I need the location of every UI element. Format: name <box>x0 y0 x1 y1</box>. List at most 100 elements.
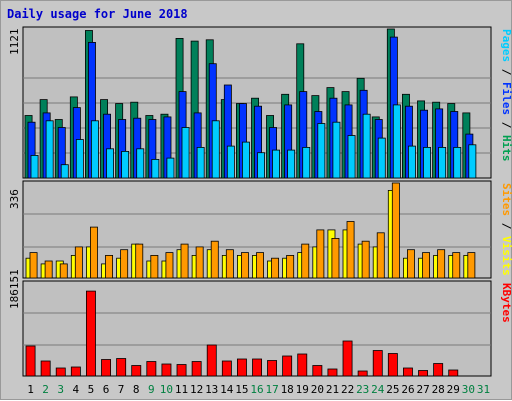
day-label: 5 <box>88 383 95 396</box>
visits_sites-bar-sites <box>437 249 446 279</box>
kbytes-bar-kbytes <box>25 345 36 377</box>
kbytes-bar-kbytes <box>342 340 353 377</box>
visits_sites-bar-sites <box>346 221 355 279</box>
visits_sites-bar-sites <box>74 246 83 279</box>
chart-title: Daily usage for June 2018 <box>7 7 188 21</box>
hits_files_pages-bar-pages <box>226 145 235 179</box>
visits_sites-bar-sites <box>316 229 325 279</box>
hits_files_pages-bar-pages <box>181 127 190 179</box>
kbytes-bar-kbytes <box>402 367 413 377</box>
kbytes-bar-kbytes <box>448 369 459 377</box>
kbytes-bar-kbytes <box>357 370 368 377</box>
hits_files_pages-bar-pages <box>166 157 175 179</box>
day-label: 4 <box>72 383 79 396</box>
kbytes-bar-kbytes <box>206 344 217 377</box>
kbytes-bar-kbytes <box>221 360 232 377</box>
day-label: 12 <box>190 383 203 396</box>
visits_sites-bar-sites <box>225 249 234 279</box>
legend-: / <box>500 216 512 236</box>
day-label: 9 <box>148 383 155 396</box>
day-label: 11 <box>175 383 188 396</box>
legend-: / <box>500 62 512 82</box>
kbytes-bar-kbytes <box>433 363 444 377</box>
visits_sites-bar-sites <box>422 252 430 279</box>
visits_sites-bar-sites <box>256 252 264 279</box>
day-label: 2 <box>42 383 49 396</box>
hits_files_pages-bar-pages <box>106 148 114 179</box>
day-label: 22 <box>341 383 354 396</box>
visits_sites-bar-sites <box>301 243 310 279</box>
hits_files_pages-bar-pages <box>453 146 462 179</box>
day-label: 1 <box>27 383 34 396</box>
day-label: 27 <box>416 383 429 396</box>
day-label: 14 <box>220 383 234 396</box>
visits_sites-bar-sites <box>286 254 295 279</box>
hits_files_pages-bar-pages <box>211 120 220 179</box>
visits_sites-bar-sites <box>467 252 476 279</box>
visits_sites-bar-sites <box>195 246 204 279</box>
hits_files_pages-bar-pages <box>121 150 130 179</box>
day-label: 20 <box>311 383 324 396</box>
hits_files_pages-bar-pages <box>136 148 145 179</box>
day-label: 21 <box>326 383 339 396</box>
hits_files_pages-bar-pages <box>241 141 250 179</box>
hits_files_pages-bar-pages <box>317 123 326 179</box>
legend-sites: Sites <box>500 183 512 216</box>
day-label: 19 <box>296 383 309 396</box>
hits_files_pages-bar-pages <box>423 146 431 179</box>
day-label: 17 <box>265 383 278 396</box>
legend-files: Files <box>500 82 512 115</box>
day-label: 16 <box>250 383 263 396</box>
kbytes-bar-kbytes <box>161 363 172 377</box>
visits_sites-bar-sites <box>44 260 53 279</box>
hits_files_pages-bar-pages <box>362 113 371 179</box>
legend-pages: Pages <box>500 29 512 62</box>
legend-hits: Hits <box>500 135 512 162</box>
kbytes-bar-kbytes <box>176 364 187 377</box>
kbytes-bar-kbytes <box>191 361 202 377</box>
day-label: 30 <box>462 383 475 396</box>
day-label: 15 <box>235 383 248 396</box>
kbytes-max-label: 186151 <box>8 269 21 309</box>
visits_sites-bar-sites <box>452 252 461 279</box>
visits_sites-bar-sites <box>135 243 144 279</box>
day-label: 23 <box>356 383 369 396</box>
kbytes-bar-kbytes <box>70 366 81 377</box>
day-label: 24 <box>371 383 385 396</box>
visits_sites-max-label: 336 <box>8 189 21 209</box>
hits_files_pages-bar-pages <box>332 121 341 179</box>
legend-: / <box>500 115 512 135</box>
kbytes-legend: KBytes <box>500 283 512 323</box>
day-label: 18 <box>281 383 294 396</box>
day-label: 31 <box>477 383 490 396</box>
visits_sites-legend: Sites / Visits <box>500 183 512 276</box>
hits_files_pages-bar-pages <box>196 146 205 179</box>
hits_files_pages-bar-pages <box>45 120 54 179</box>
kbytes-bar-kbytes <box>252 358 263 377</box>
hits_files_pages-bar-pages <box>347 135 356 179</box>
kbytes-bar-kbytes <box>116 358 127 377</box>
visits_sites-bar-sites <box>331 237 340 279</box>
kbytes-bar-kbytes <box>418 370 429 377</box>
hits_files_pages-bar-pages <box>438 146 447 179</box>
kbytes-bar-kbytes <box>282 355 293 377</box>
visits_sites-bar-sites <box>150 254 159 279</box>
day-label: 29 <box>447 383 460 396</box>
kbytes-bar-kbytes <box>267 360 278 377</box>
day-label: 8 <box>133 383 140 396</box>
hits_files_pages-bar-pages <box>377 137 386 179</box>
kbytes-bar-kbytes <box>146 361 157 377</box>
hits_files_pages-bar-pages <box>468 144 477 179</box>
legend-visits: Visits <box>500 236 512 276</box>
visits_sites-bar-sites <box>361 240 370 279</box>
kbytes-bar-kbytes <box>372 350 383 377</box>
hits_files_pages-bar-pages <box>257 152 265 179</box>
day-label: 28 <box>432 383 445 396</box>
hits_files_pages-bar-pages <box>30 154 39 179</box>
kbytes-bar-kbytes <box>312 365 323 377</box>
kbytes-bar-kbytes <box>236 358 247 377</box>
visits_sites-bar-sites <box>105 254 113 279</box>
hits_files_pages-bar-pages <box>91 120 99 179</box>
